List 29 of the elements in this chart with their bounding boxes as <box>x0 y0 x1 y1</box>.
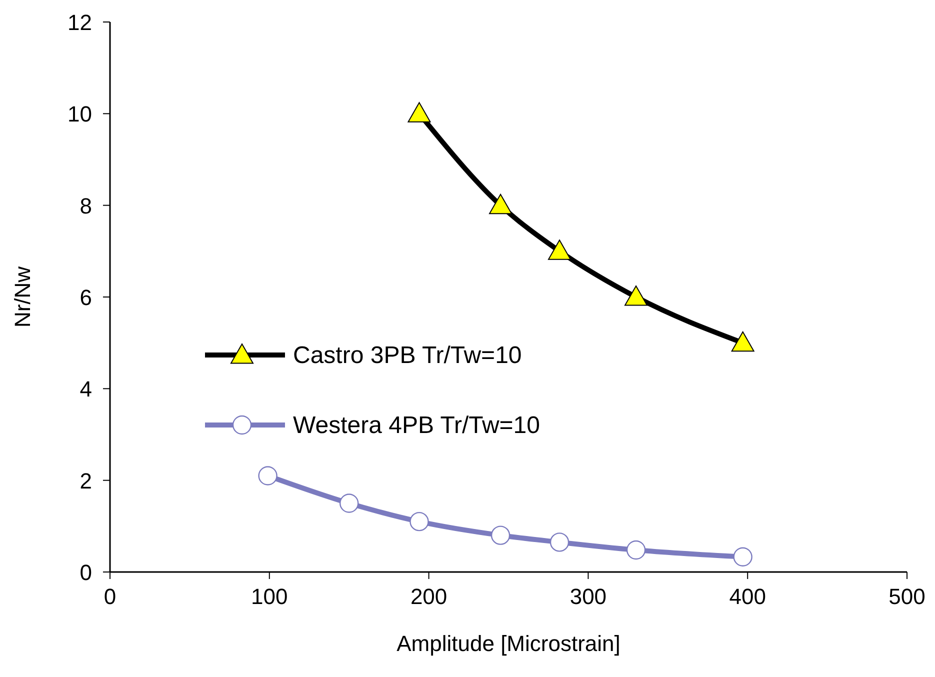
legend-label: Castro 3PB Tr/Tw=10 <box>293 342 522 369</box>
point <box>490 526 510 545</box>
x-tick-label: 0 <box>104 584 116 609</box>
point <box>626 540 646 560</box>
y-tick-label: 2 <box>80 468 92 494</box>
point <box>489 194 512 214</box>
point <box>340 494 359 513</box>
legend-label: Westera 4PB Tr/Tw=10 <box>293 412 540 439</box>
point <box>408 102 431 122</box>
point <box>550 532 570 552</box>
point <box>624 286 648 306</box>
point <box>731 331 754 352</box>
y-tick-label: 6 <box>80 285 92 310</box>
y-axis-title: Nr/Nw <box>10 266 35 328</box>
y-tick-label: 0 <box>80 560 92 585</box>
y-tick-label: 10 <box>68 102 92 127</box>
y-tick-label: 12 <box>68 10 92 35</box>
x-tick-label: 500 <box>888 584 926 609</box>
y-tick-label: 8 <box>80 193 92 218</box>
x-tick-label: 400 <box>729 584 766 609</box>
x-tick-label: 100 <box>251 584 288 609</box>
point <box>548 240 572 260</box>
point <box>258 466 278 486</box>
point <box>410 512 429 532</box>
y-tick-label: 4 <box>80 376 92 402</box>
x-axis-title: Amplitude [Microstrain] <box>396 631 620 656</box>
x-tick-label: 200 <box>410 584 448 609</box>
point <box>733 547 752 566</box>
x-tick-label: 300 <box>570 584 607 609</box>
